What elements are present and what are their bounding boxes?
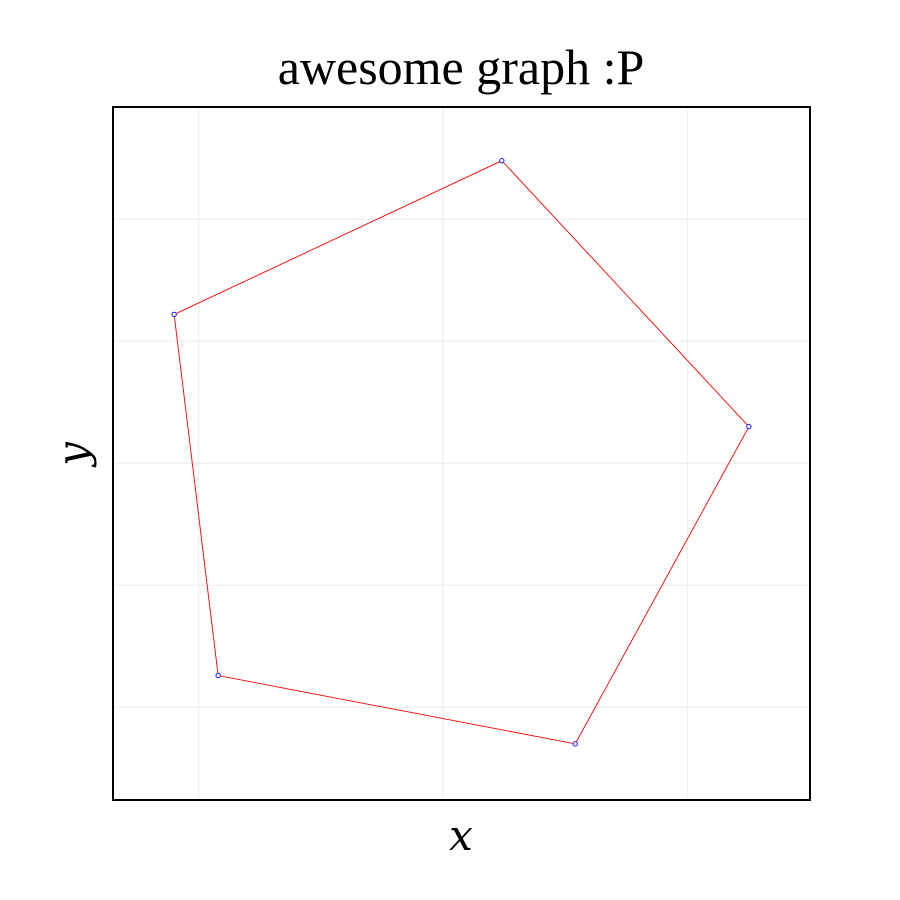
plot-frame [112, 106, 811, 801]
data-point [746, 424, 752, 430]
chart-title: awesome graph :P [278, 39, 645, 95]
y-axis-label: y [48, 441, 97, 468]
series-line [173, 160, 750, 745]
x-axis-label: x [449, 811, 473, 860]
data-point [572, 741, 578, 747]
grid [113, 107, 810, 800]
data-point [215, 672, 221, 679]
data-point [171, 311, 177, 318]
series-layer [171, 158, 752, 747]
data-point [499, 158, 505, 164]
